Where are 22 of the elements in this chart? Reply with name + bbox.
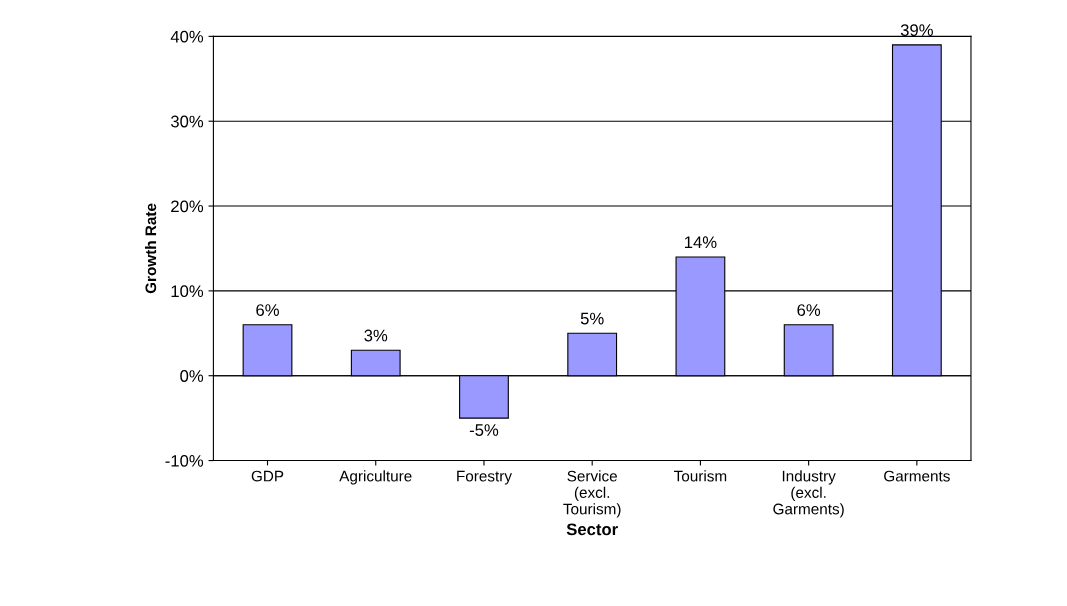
data-label: 5% bbox=[580, 312, 604, 325]
y-tick-label: 0% bbox=[180, 370, 204, 382]
data-label: 39% bbox=[900, 24, 933, 36]
x-tick-label: Tourism bbox=[674, 470, 727, 482]
data-label: -5% bbox=[469, 424, 499, 436]
x-axis-title: Sector bbox=[566, 523, 618, 536]
y-tick-label: 30% bbox=[170, 115, 204, 128]
x-tick-label: Industry (excl. Garments) bbox=[773, 470, 844, 518]
data-label: 6% bbox=[797, 304, 821, 316]
x-tick-label: Forestry bbox=[457, 470, 512, 485]
data-label: 3% bbox=[364, 329, 388, 342]
y-axis-title: Growth Rate bbox=[144, 203, 157, 294]
x-tick-label: Garments bbox=[884, 470, 950, 482]
y-tick-label: 20% bbox=[171, 200, 204, 213]
y-tick-label: 10% bbox=[171, 285, 204, 298]
x-tick-label: Service (excl. Tourism) bbox=[563, 470, 621, 518]
data-label: 6% bbox=[256, 304, 279, 316]
x-tick-label: Agriculture bbox=[339, 470, 412, 485]
y-tick-label: -10% bbox=[165, 454, 204, 467]
x-tick-label: GDP bbox=[251, 470, 284, 482]
y-tick-label: 40% bbox=[170, 30, 204, 43]
data-label: 14% bbox=[685, 236, 717, 249]
